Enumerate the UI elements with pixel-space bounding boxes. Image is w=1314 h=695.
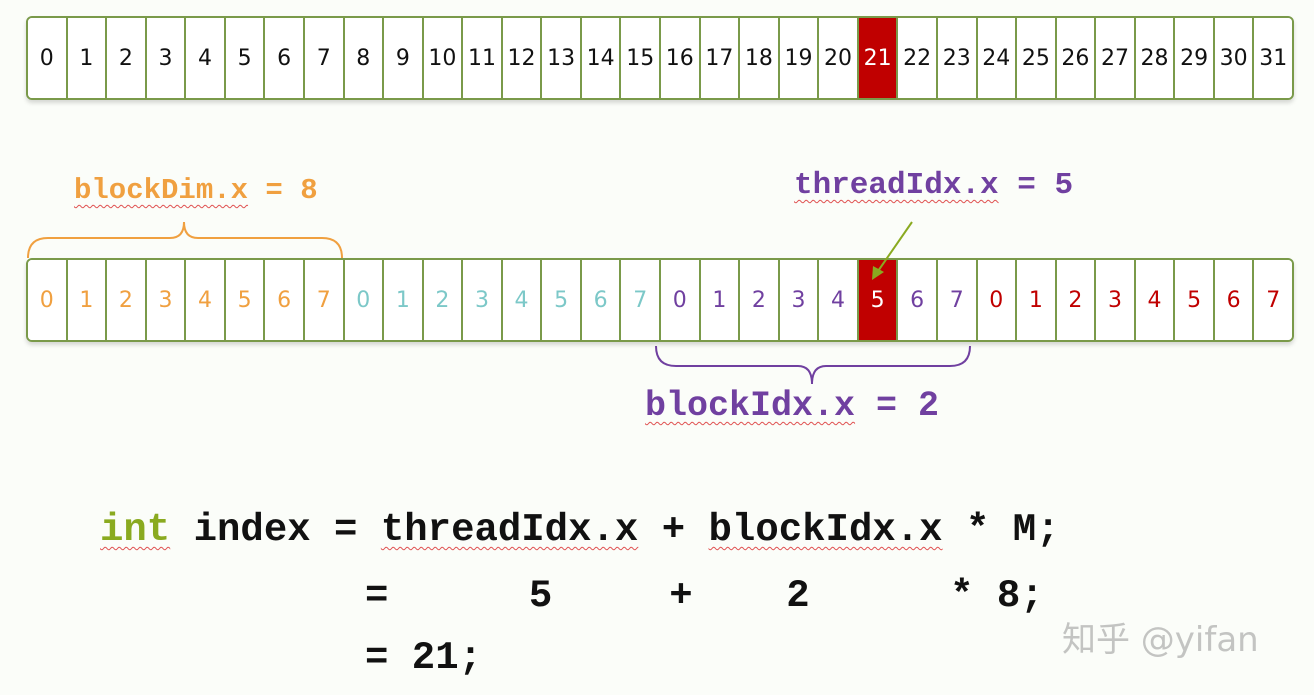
index-cell: 1 bbox=[67, 18, 108, 98]
index-cell: 1 bbox=[700, 260, 741, 340]
global-index-row: 0 1 2 3 4 5 6 7 8 9 10 11 12 13 14 15 16 17 18 19 20 21 22 23 24… bbox=[26, 16, 1294, 100]
index-cell: 12 bbox=[502, 18, 543, 98]
index-cell: 0 bbox=[977, 260, 1018, 340]
index-cell: 5 bbox=[225, 18, 266, 98]
index-cell: 6 bbox=[898, 260, 938, 340]
index-cell: 0 bbox=[28, 18, 68, 98]
code-text: + bbox=[638, 508, 709, 552]
blockidx-value: = 2 bbox=[855, 386, 940, 426]
index-cell: 2 bbox=[107, 260, 147, 340]
index-cell: 23 bbox=[937, 18, 978, 98]
index-cell: 27 bbox=[1096, 18, 1136, 98]
code-text: blockIdx.x bbox=[708, 508, 943, 552]
index-cell: 7 bbox=[304, 260, 345, 340]
index-cell: 28 bbox=[1135, 18, 1176, 98]
index-cell: 10 bbox=[423, 18, 464, 98]
index-cell: 1 bbox=[384, 260, 424, 340]
threadidx-label: threadIdx.x = 5 bbox=[794, 168, 1073, 203]
index-cell: 4 bbox=[502, 260, 543, 340]
index-cell: 17 bbox=[700, 18, 741, 98]
blockdim-name: blockDim.x bbox=[74, 174, 249, 207]
index-cell: 7 bbox=[304, 18, 345, 98]
index-cell: 5 bbox=[542, 260, 582, 340]
code-text: * M; bbox=[942, 508, 1060, 552]
code-line-3: = 21; bbox=[365, 636, 483, 680]
code-text: index = bbox=[170, 508, 381, 552]
index-cell: 20 bbox=[819, 18, 859, 98]
index-cell: 14 bbox=[581, 18, 622, 98]
arrow-head bbox=[872, 266, 884, 280]
index-cell: 26 bbox=[1056, 18, 1097, 98]
index-cell: 0 bbox=[28, 260, 68, 340]
index-cell: 2 bbox=[740, 260, 780, 340]
index-cell: 30 bbox=[1214, 18, 1255, 98]
blockidx-label: blockIdx.x = 2 bbox=[645, 386, 939, 426]
index-cell: 25 bbox=[1017, 18, 1057, 98]
code-keyword: int bbox=[100, 508, 171, 552]
index-cell: 16 bbox=[661, 18, 701, 98]
threadidx-name: threadIdx.x bbox=[794, 168, 999, 203]
index-cell: 29 bbox=[1175, 18, 1215, 98]
index-cell: 0 bbox=[344, 260, 385, 340]
index-cell: 1 bbox=[67, 260, 108, 340]
index-cell: 5 bbox=[225, 260, 266, 340]
threadidx-value: = 5 bbox=[998, 168, 1074, 203]
index-cell: 4 bbox=[1135, 260, 1176, 340]
blockdim-brace bbox=[27, 221, 343, 259]
index-cell: 18 bbox=[740, 18, 780, 98]
index-cell: 7 bbox=[937, 260, 978, 340]
index-cell: 3 bbox=[1096, 260, 1136, 340]
blockdim-value: = 8 bbox=[248, 174, 318, 207]
watermark: 知乎 @yifan bbox=[1062, 620, 1259, 660]
index-cell: 2 bbox=[107, 18, 147, 98]
index-cell: 4 bbox=[186, 260, 226, 340]
index-cell: 2 bbox=[423, 260, 464, 340]
index-cell: 0 bbox=[661, 260, 701, 340]
blockdim-label: blockDim.x = 8 bbox=[74, 174, 318, 207]
index-cell: 6 bbox=[581, 260, 622, 340]
index-cell: 7 bbox=[1254, 260, 1292, 340]
index-cell: 19 bbox=[779, 18, 820, 98]
index-cell: 24 bbox=[977, 18, 1018, 98]
index-cell: 3 bbox=[779, 260, 820, 340]
index-cell: 1 bbox=[1017, 260, 1057, 340]
index-cell: 15 bbox=[621, 18, 661, 98]
index-cell: 3 bbox=[463, 260, 503, 340]
index-cell: 3 bbox=[146, 260, 187, 340]
index-cell: 22 bbox=[898, 18, 938, 98]
index-cell: 8 bbox=[344, 18, 385, 98]
blockidx-brace bbox=[655, 345, 971, 385]
index-cell: 7 bbox=[621, 260, 661, 340]
index-cell: 4 bbox=[819, 260, 859, 340]
index-cell: 4 bbox=[186, 18, 226, 98]
index-cell: 6 bbox=[265, 18, 305, 98]
index-cell: 5 bbox=[1175, 260, 1215, 340]
index-cell: 6 bbox=[265, 260, 305, 340]
index-cell: 31 bbox=[1254, 18, 1292, 98]
index-cell: 3 bbox=[146, 18, 187, 98]
threadidx-arrow bbox=[875, 221, 913, 275]
code-line-2: = 5 + 2 * 8; bbox=[365, 574, 1044, 618]
index-cell: 9 bbox=[384, 18, 424, 98]
code-text: threadIdx.x bbox=[380, 508, 639, 552]
index-cell: 2 bbox=[1056, 260, 1097, 340]
index-cell: 6 bbox=[1214, 260, 1255, 340]
index-cell: 11 bbox=[463, 18, 503, 98]
code-line-1: int index = threadIdx.x + blockIdx.x * M… bbox=[100, 508, 1060, 552]
blockidx-name: blockIdx.x bbox=[645, 386, 856, 426]
index-cell: 13 bbox=[542, 18, 582, 98]
index-cell: 21 bbox=[858, 18, 899, 98]
